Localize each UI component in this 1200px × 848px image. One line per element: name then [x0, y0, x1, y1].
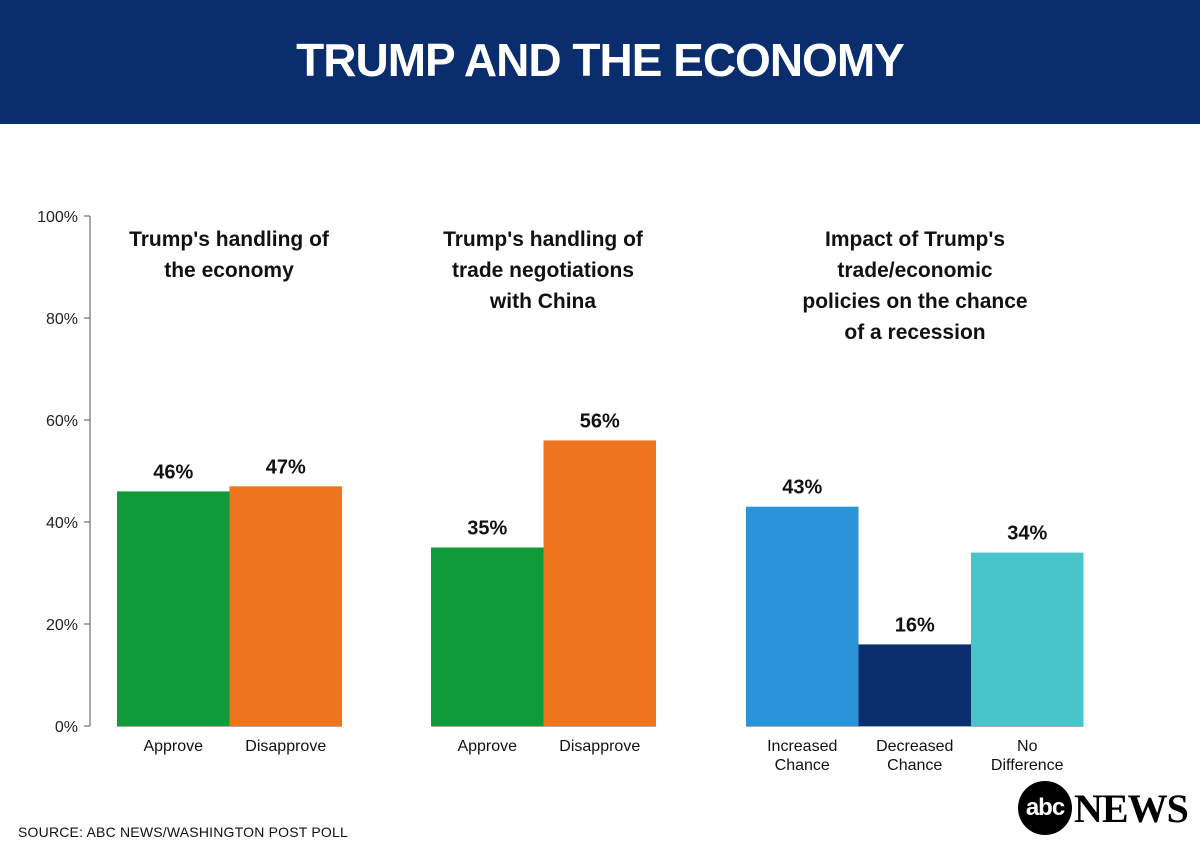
source-note: SOURCE: ABC NEWS/WASHINGTON POST POLL — [18, 824, 348, 840]
page-title: TRUMP AND THE ECONOMY — [296, 34, 905, 86]
x-tick-label: Decreased — [876, 738, 953, 755]
y-tick-label: 40% — [46, 515, 78, 532]
y-tick-label: 100% — [37, 209, 78, 226]
y-tick-label: 80% — [46, 311, 78, 328]
header-banner: TRUMP AND THE ECONOMY — [0, 0, 1200, 124]
logo-word: NEWS — [1074, 785, 1189, 831]
x-tick-label: Difference — [991, 757, 1064, 774]
data-label: 35% — [467, 518, 507, 540]
abc-logo-circle: abc — [1018, 781, 1072, 835]
x-tick-label: Increased — [767, 738, 837, 755]
x-tick-label: Chance — [887, 757, 942, 774]
data-label: 46% — [153, 461, 193, 483]
x-tick-label: Chance — [775, 757, 830, 774]
group-title: Trump's handling of — [443, 228, 644, 251]
bar — [229, 486, 342, 726]
abc-news-logo: abc NEWS — [1018, 780, 1189, 836]
y-tick-label: 20% — [46, 617, 78, 634]
data-label: 34% — [1007, 523, 1047, 545]
group-title: trade/economic — [837, 259, 993, 282]
bar — [971, 552, 1084, 726]
group-title: of a recession — [844, 321, 985, 344]
group-title: Trump's handling of — [129, 228, 330, 251]
bar — [858, 644, 971, 726]
x-tick-label: Disapprove — [245, 738, 326, 755]
x-tick-label: Approve — [457, 738, 517, 755]
data-label: 16% — [895, 614, 935, 636]
group-title: with China — [489, 290, 596, 313]
x-tick-label: Approve — [143, 738, 203, 755]
group-title: Impact of Trump's — [825, 228, 1005, 251]
bar — [431, 547, 544, 726]
group-title: policies on the chance — [802, 290, 1027, 313]
x-tick-label: No — [1017, 738, 1038, 755]
data-label: 47% — [266, 456, 306, 478]
bar — [117, 491, 230, 726]
bar — [543, 440, 656, 726]
y-tick-label: 60% — [46, 413, 78, 430]
bar — [746, 506, 859, 726]
data-label: 43% — [782, 477, 822, 499]
y-tick-label: 0% — [55, 719, 78, 736]
x-tick-label: Disapprove — [559, 738, 640, 755]
group-title: trade negotiations — [452, 259, 634, 282]
group-title: the economy — [164, 259, 294, 282]
data-label: 56% — [580, 410, 620, 432]
